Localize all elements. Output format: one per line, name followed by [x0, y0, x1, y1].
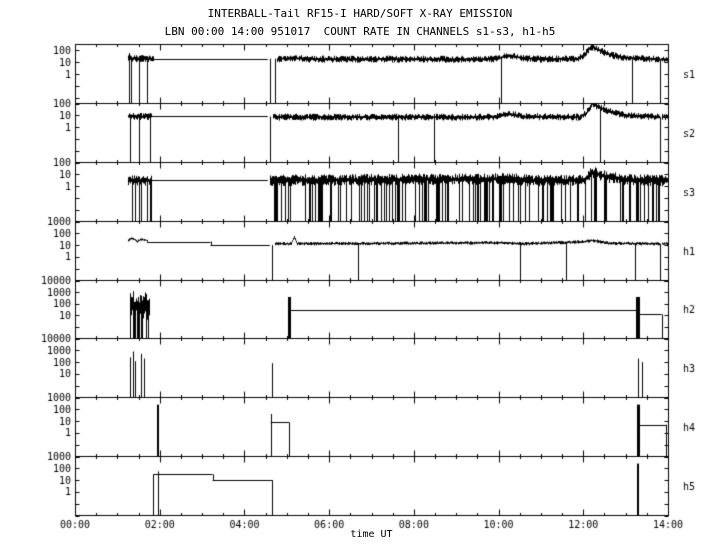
x-axis-label: time UT	[350, 529, 393, 540]
